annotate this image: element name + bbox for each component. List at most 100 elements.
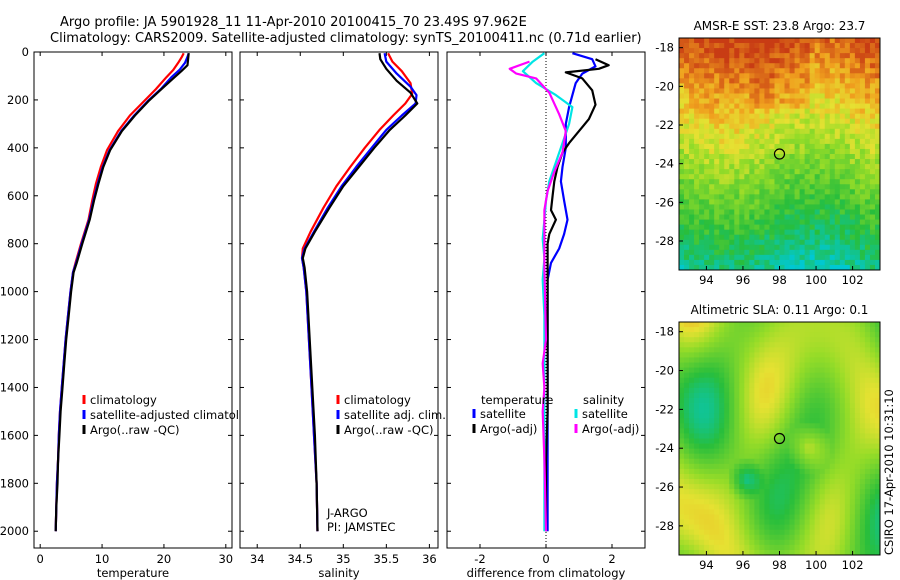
map-cell (819, 362, 826, 368)
map-cell (844, 179, 851, 185)
map-cell (824, 249, 831, 256)
map-cell (859, 347, 866, 353)
map-cell (869, 418, 876, 424)
map-cell (749, 199, 755, 205)
map-cell (854, 189, 861, 195)
map-cell (849, 88, 856, 94)
map-cell (869, 169, 876, 175)
map-cell (729, 337, 735, 343)
map-cell (729, 332, 735, 338)
map-cell (764, 143, 770, 150)
map-cell (844, 199, 851, 205)
map-cell (799, 164, 806, 170)
map-cell (874, 397, 881, 404)
map-cell (769, 179, 775, 185)
map-cell (804, 433, 811, 439)
map-cell (729, 448, 735, 455)
map-cell (869, 529, 876, 536)
map-cell (734, 463, 740, 470)
map-cell (734, 382, 740, 389)
map-cell (694, 403, 700, 409)
map-cell (699, 88, 705, 94)
map-cell (754, 448, 760, 455)
map-cell (694, 428, 700, 434)
map-cell (704, 458, 710, 465)
map-cell (819, 499, 826, 505)
map-cell (789, 93, 795, 99)
map-cell (869, 392, 876, 399)
map-cell (729, 423, 735, 429)
map-cell (874, 194, 881, 200)
map-cell (839, 154, 846, 160)
map-cell (714, 154, 720, 160)
map-cell (774, 413, 780, 419)
map-cell (774, 418, 780, 424)
map-cell (829, 68, 836, 74)
map-cell (714, 234, 720, 241)
map-cell (799, 53, 806, 59)
map-cell (684, 327, 690, 333)
map-cell (874, 78, 881, 84)
map-cell (839, 332, 846, 338)
map-cell (839, 433, 846, 439)
map-cell (744, 189, 750, 195)
map-cell (874, 423, 881, 429)
map-cell (794, 428, 801, 434)
map-cell (779, 219, 785, 226)
map-cell (834, 544, 841, 551)
map-cell (749, 259, 755, 266)
map-cell (799, 224, 806, 231)
map-cell (839, 519, 846, 526)
map-cell (814, 433, 821, 439)
map-cell (774, 362, 780, 368)
map-cell (824, 494, 831, 500)
map-cell (719, 458, 725, 465)
map-cell (694, 204, 700, 210)
map-cell (809, 204, 816, 210)
map-cell (829, 362, 836, 368)
map-cell (864, 504, 871, 510)
map-cell (779, 443, 785, 450)
map-cell (689, 529, 695, 536)
map-cell (844, 169, 851, 175)
map-cell (729, 229, 735, 236)
map-cell (784, 549, 790, 556)
map-cell (714, 179, 720, 185)
map-cell (739, 88, 745, 94)
map-cell (814, 352, 821, 358)
map-cell (749, 499, 755, 505)
map-cell (709, 494, 715, 500)
map-cell (699, 549, 705, 556)
map-cell (744, 494, 750, 500)
map-cell (874, 458, 881, 465)
map-cell (719, 249, 725, 256)
map-cell (874, 73, 881, 79)
map-cell (829, 118, 836, 125)
map-cell (754, 327, 760, 333)
map-cell (869, 322, 876, 328)
map-cell (834, 143, 841, 150)
map-cell (869, 479, 876, 485)
map-cell (809, 332, 816, 338)
map-cell (854, 499, 861, 505)
map-cell (819, 403, 826, 409)
map-cell (849, 113, 856, 120)
map-cell (704, 357, 710, 363)
map-cell (864, 387, 871, 394)
map-cell (769, 489, 775, 495)
map-cell (759, 224, 765, 231)
map-cell (839, 367, 846, 374)
map-cell (784, 93, 790, 99)
map-cell (694, 519, 700, 526)
map-cell (864, 159, 871, 165)
map-cell (854, 352, 861, 358)
map-cell (839, 453, 846, 460)
map-cell (739, 489, 745, 495)
map-cell (754, 214, 760, 220)
map-cell (844, 38, 851, 44)
map-cell (744, 123, 750, 130)
map-cell (739, 499, 745, 505)
map-cell (749, 392, 755, 399)
map-cell (864, 397, 871, 404)
map-cell (694, 418, 700, 424)
